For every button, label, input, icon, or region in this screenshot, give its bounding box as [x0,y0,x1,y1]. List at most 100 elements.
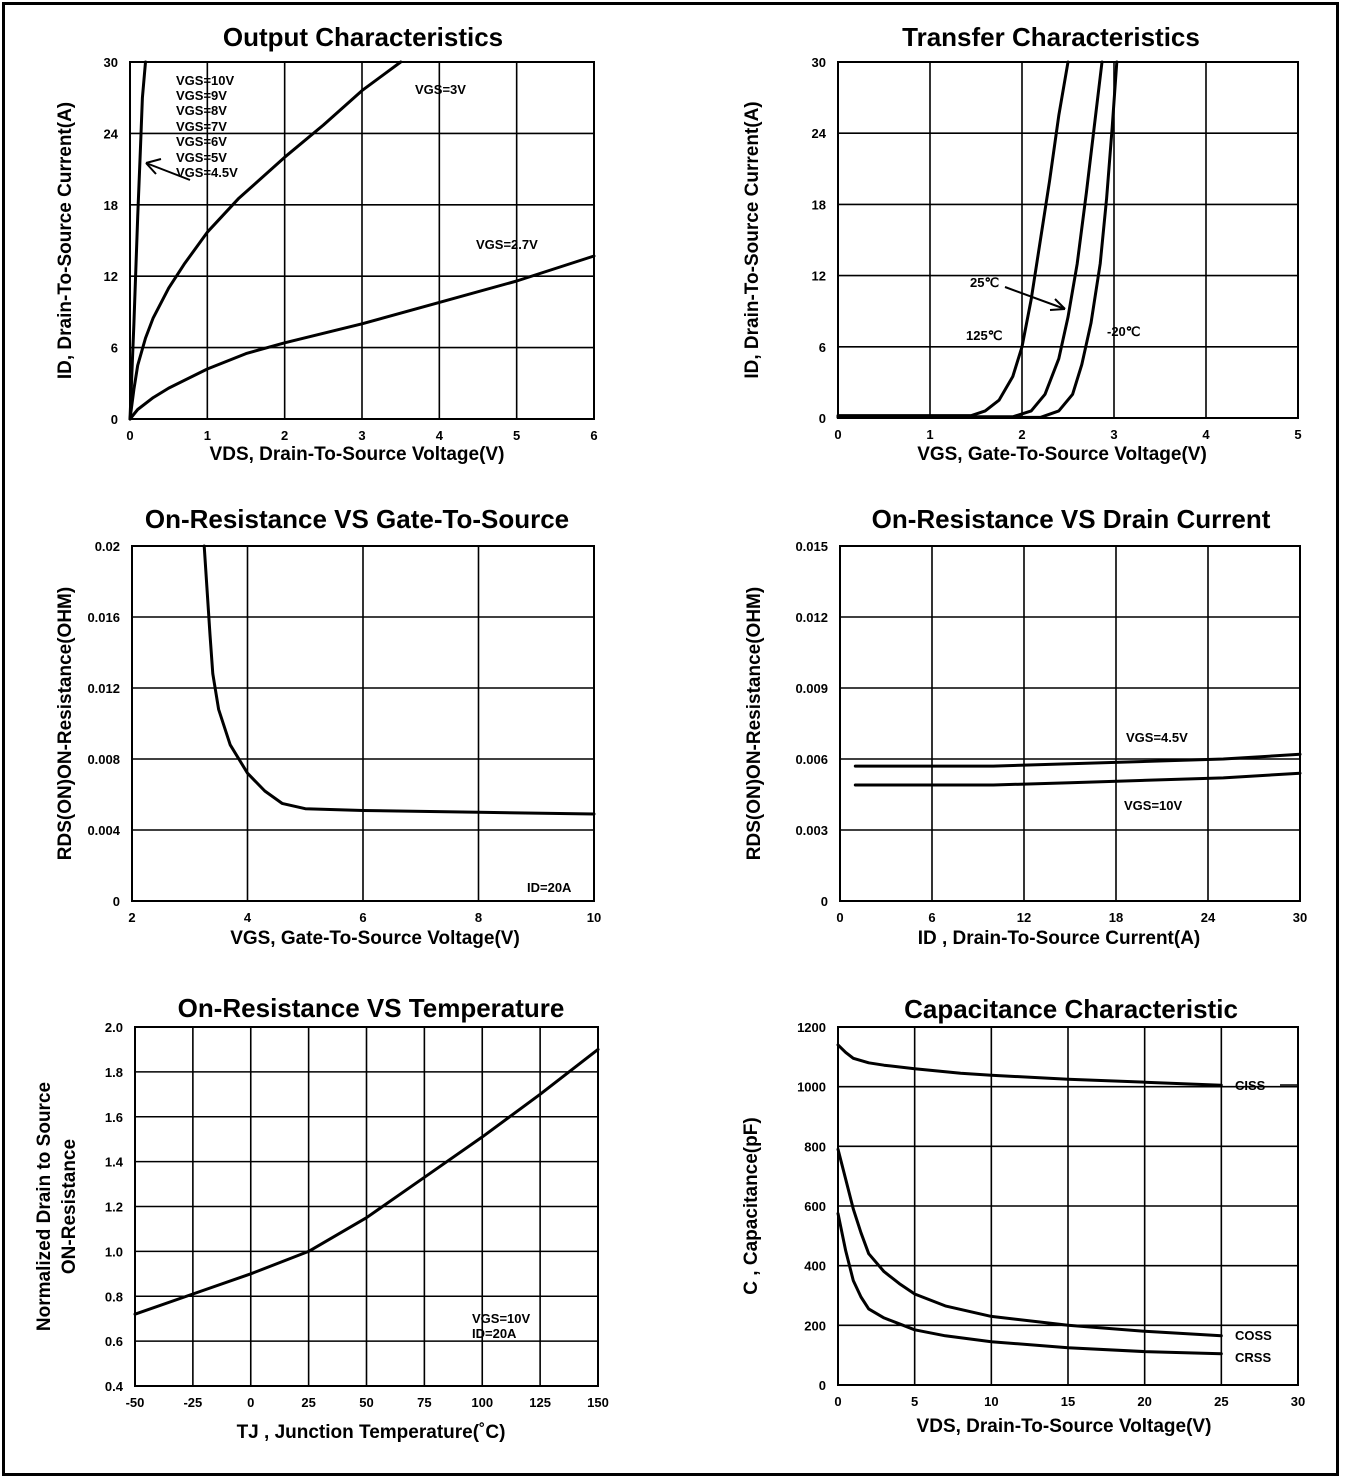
x-tick-label: 100 [471,1395,493,1410]
y-tick-label: 0.6 [105,1334,123,1349]
y-tick-label: 0.004 [87,823,120,838]
x-tick-label: 6 [359,910,366,925]
x-tick-label: 4 [436,428,444,443]
y-tick-label: 600 [804,1199,826,1214]
x-tick-label: 150 [587,1395,609,1410]
x-axis-label: VDS, Drain-To-Source Voltage(V) [917,1416,1212,1437]
annotation-label: VGS=4.5V [1126,730,1188,745]
y-tick-label: 0 [821,894,828,909]
x-tick-label: 50 [359,1395,373,1410]
x-tick-label: 1 [204,428,211,443]
y-tick-label: 6 [819,340,826,355]
x-tick-label: 30 [1291,1394,1305,1409]
y-tick-label: 0 [819,411,826,426]
arrow-line [1004,286,1066,310]
y-axis-label: ON-Resistance [59,1139,80,1274]
y-tick-label: 30 [812,55,826,70]
annotation-label: VGS=8V [176,103,227,118]
chart-4: On-Resistance VS Drain Current 0 6 12 18 24 30… [744,504,1307,949]
y-tick-label: 0.009 [795,681,828,696]
annotation-label: 125℃ [966,328,1002,343]
chart-title: Transfer Characteristics [902,22,1200,52]
x-axis-label: VDS, Drain-To-Source Voltage(V) [210,444,505,465]
y-tick-label: 18 [812,197,826,212]
y-axis-label: Normalized Drain to Source [34,1082,55,1331]
arrow-line [145,162,191,181]
annotation-label: VGS=3V [415,82,466,97]
y-tick-label: 12 [104,269,118,284]
y-tick-label: 0.8 [105,1289,123,1304]
series-line-2 [128,60,403,421]
x-axis-label: VGS, Gate-To-Source Voltage(V) [230,928,520,949]
arrowhead [1049,298,1066,311]
annotation-label: VGS=5V [176,150,227,165]
x-tick-label: 20 [1137,1394,1151,1409]
y-tick-label: 0.4 [105,1379,124,1394]
y-tick-label: 400 [804,1259,826,1274]
annotation-label: ID=20A [527,880,572,895]
annotation-label: VGS=2.7V [476,237,538,252]
y-axis-label: ID, Drain-To-Source Current(A) [55,102,76,379]
y-tick-label: 0 [819,1378,826,1393]
y-tick-label: 0 [113,894,120,909]
x-tick-label: 30 [1293,910,1307,925]
annotation-arrows [145,158,1298,1086]
series-line-2 [836,1147,1223,1338]
y-tick-label: 0.008 [87,752,120,767]
series-line-2 [836,60,1104,419]
y-tick-label: 1.0 [105,1244,123,1259]
x-tick-label: 6 [928,910,935,925]
y-tick-label: 0.02 [95,539,120,554]
series-line-1 [853,752,1302,768]
plot-frame [837,61,1299,419]
y-tick-label: 2.0 [105,1020,123,1035]
chart-5: On-Resistance VS Temperature -50 -25 0 25 50 7… [34,993,609,1443]
chart-title: On-Resistance VS Temperature [178,993,565,1023]
y-tick-label: 18 [104,198,118,213]
annotation-label: VGS=10V [472,1311,531,1326]
plot-frame [131,545,595,902]
y-tick-label: 1.6 [105,1110,123,1125]
y-tick-label: 800 [804,1139,826,1154]
annotation-label: -20℃ [1107,324,1140,339]
y-axis-label: C , Capacitance(pF) [741,1117,762,1294]
x-tick-label: 12 [1017,910,1031,925]
y-tick-label: 200 [804,1318,826,1333]
plot-frame [839,545,1301,902]
chart-title: On-Resistance VS Drain Current [872,504,1271,534]
x-tick-label: 125 [529,1395,551,1410]
x-tick-label: 4 [1202,427,1210,442]
y-tick-label: 1000 [797,1080,826,1095]
x-tick-label: 75 [417,1395,431,1410]
series-line-1 [836,1043,1223,1087]
y-axis-label: RDS(ON)ON-Resistance(OHM) [55,587,76,860]
annotation-label: VGS=9V [176,88,227,103]
y-tick-label: 6 [111,341,118,356]
x-tick-label: 25 [301,1395,315,1410]
x-tick-label: 4 [244,910,252,925]
annotation-label: 25℃ [970,275,999,290]
y-axis-label: ID, Drain-To-Source Current(A) [742,101,763,378]
x-axis-label: ID , Drain-To-Source Current(A) [918,928,1201,949]
annotation-label: VGS=10V [1124,798,1183,813]
x-tick-label: 0 [247,1395,254,1410]
x-axis-label: VGS, Gate-To-Source Voltage(V) [917,444,1207,465]
chart-title: Output Characteristics [223,22,503,52]
annotation-label: CRSS [1235,1350,1271,1365]
y-tick-label: 0.012 [87,681,120,696]
series-line-1 [836,60,1070,418]
annotation-label: ID=20A [472,1326,517,1341]
y-tick-label: 24 [812,126,827,141]
x-tick-label: 10 [984,1394,998,1409]
x-tick-label: 0 [836,910,843,925]
chart-title: Capacitance Characteristic [904,994,1238,1024]
plot-frame [134,1026,599,1387]
x-axis-label: TJ , Junction Temperature(˚C) [237,1422,506,1443]
y-tick-label: 0.015 [795,539,828,554]
series-line-1 [128,60,147,421]
chart-3: On-Resistance VS Gate-To-Source 2 4 6 8 10 0 0.… [55,504,601,949]
